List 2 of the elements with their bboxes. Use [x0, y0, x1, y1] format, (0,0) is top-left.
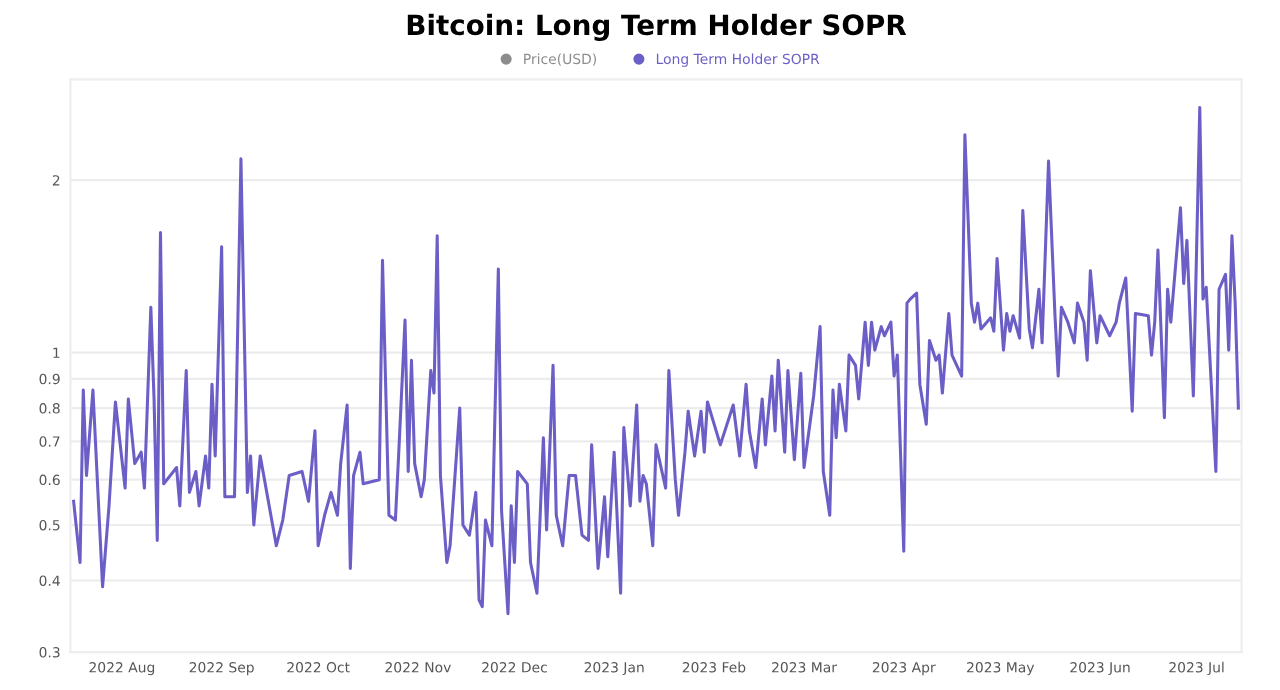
chart-title: Bitcoin: Long Term Holder SOPR: [407, 13, 907, 41]
line-series: [72, 105, 1240, 616]
